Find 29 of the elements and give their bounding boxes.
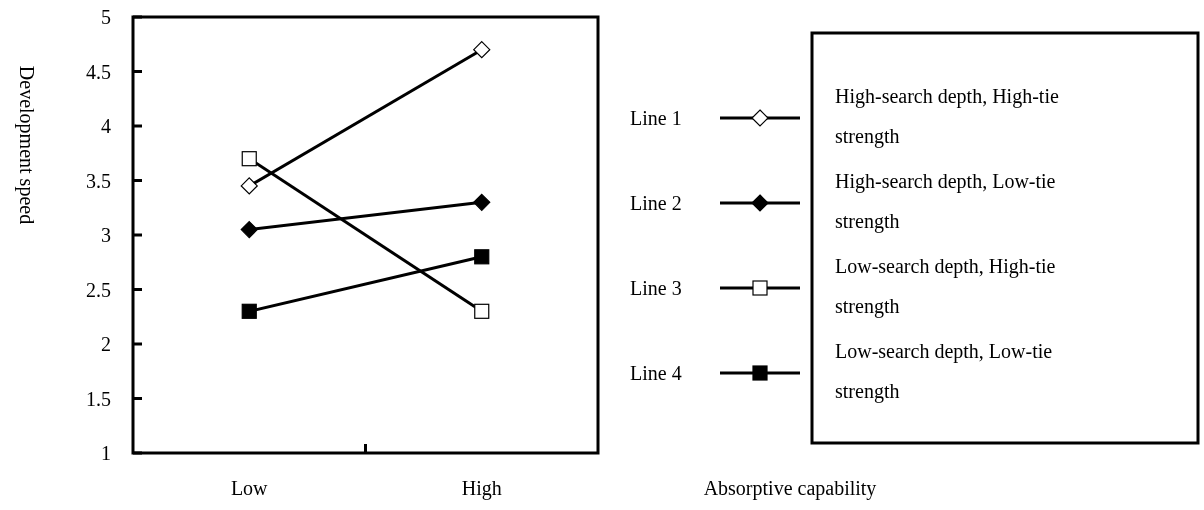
y-tick-label: 3.5 bbox=[86, 169, 111, 192]
point bbox=[473, 193, 491, 211]
y-tick-label: 2.5 bbox=[86, 278, 111, 301]
x-tick-label: Low bbox=[230, 477, 269, 499]
y-tick-label: 4 bbox=[101, 115, 111, 137]
text: Low-search depth, High-tie strength bbox=[835, 255, 1056, 318]
point bbox=[240, 177, 258, 195]
text: Low-search depth, Low-tie strength bbox=[835, 340, 1053, 403]
text: High-search depth, High-tie strength bbox=[835, 85, 1059, 148]
legend-label: Line 3 bbox=[630, 277, 682, 299]
x-tick-label: High bbox=[461, 477, 502, 500]
point bbox=[240, 220, 258, 239]
point bbox=[474, 249, 490, 265]
y-tick-label: 3 bbox=[101, 224, 111, 246]
text: Absorptive capability bbox=[703, 477, 877, 500]
y-tick-label: 5 bbox=[101, 6, 111, 28]
y-tick-label: 4.5 bbox=[86, 60, 111, 83]
point bbox=[474, 303, 490, 319]
point bbox=[241, 151, 257, 167]
legend-label: Line 4 bbox=[630, 362, 682, 384]
y-tick-label: 1 bbox=[101, 442, 111, 464]
y-tick-label: 2 bbox=[101, 333, 111, 355]
y-axis-title: Development speed bbox=[15, 65, 38, 225]
point bbox=[241, 303, 257, 319]
point bbox=[473, 41, 491, 59]
legend-label: Line 1 bbox=[630, 107, 682, 129]
y-tick-label: 1.5 bbox=[86, 387, 111, 410]
text: High-search depth, Low-tie strength bbox=[835, 170, 1056, 233]
legend-label: Line 2 bbox=[630, 192, 682, 214]
